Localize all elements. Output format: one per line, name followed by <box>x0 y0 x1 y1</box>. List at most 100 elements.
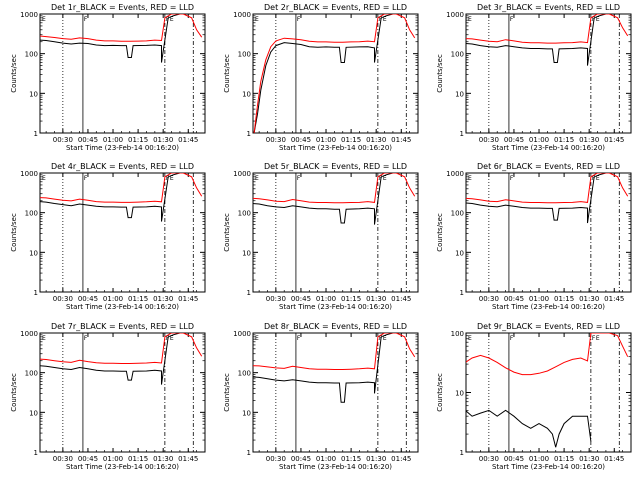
panel-title: Det 5r_BLACK = Events, RED = LLD <box>264 162 407 171</box>
x-tick-label: 00:45 <box>291 295 311 303</box>
x-tick-label: 01:45 <box>178 136 198 144</box>
x-axis-label: Start Time (23-Feb-14 00:16:20) <box>66 303 179 311</box>
x-tick-label: 00:30 <box>266 136 286 144</box>
x-tick-label: 01:30 <box>366 136 386 144</box>
y-tick-label: 10 <box>242 249 251 257</box>
panel-title: Det 9r_BLACK = Events, RED = LLD <box>477 322 620 331</box>
plot-frame <box>465 172 632 293</box>
y-tick-label: 1 <box>460 130 464 138</box>
x-tick-label: 01:30 <box>153 455 173 463</box>
y-tick-label: 1000 <box>446 11 464 19</box>
x-tick-label: 01:00 <box>103 136 123 144</box>
y-tick-label: 10 <box>455 390 464 398</box>
y-tick-label: 10 <box>242 409 251 417</box>
y-tick-label: 1000 <box>233 170 251 178</box>
panel-9: Det 9r_BLACK = Events, RED = LLD 1 10 100 00… <box>436 322 632 471</box>
x-tick-label: 01:15 <box>128 136 148 144</box>
y-tick-label: 10 <box>29 409 38 417</box>
y-tick-label: 100 <box>238 210 251 218</box>
x-tick-label: 00:45 <box>78 295 98 303</box>
x-axis-label: Start Time (23-Feb-14 00:16:20) <box>492 303 605 311</box>
x-tick-label: 01:15 <box>341 455 361 463</box>
x-tick-label: 01:45 <box>391 455 411 463</box>
y-tick-label: 100 <box>25 51 38 59</box>
y-axis-label: Counts/sec <box>436 373 444 412</box>
x-tick-label: 00:30 <box>53 455 73 463</box>
annotation-label: E <box>468 335 472 342</box>
y-axis-label: Counts/sec <box>10 213 18 252</box>
series-line-lld <box>253 173 416 204</box>
x-tick-label: 01:15 <box>554 455 574 463</box>
y-tick-label: 100 <box>25 210 38 218</box>
series-line-events <box>466 173 607 224</box>
x-tick-label: 01:00 <box>103 295 123 303</box>
series-line-events <box>40 173 181 222</box>
annotation-label: E <box>468 16 472 23</box>
x-tick-label: 01:00 <box>103 455 123 463</box>
plot-frame <box>252 332 419 453</box>
annotation-label: E <box>255 335 259 342</box>
plot-frame <box>39 332 206 453</box>
x-tick-label: 01:00 <box>316 136 336 144</box>
annotation-label: F <box>84 335 88 342</box>
x-tick-label: 01:15 <box>128 455 148 463</box>
y-tick-label: 1 <box>34 289 38 297</box>
x-tick-label: 01:30 <box>153 136 173 144</box>
y-tick-label: 10 <box>29 249 38 257</box>
x-tick-label: 00:45 <box>504 455 524 463</box>
x-tick-label: 01:00 <box>529 295 549 303</box>
panel-7: Det 7r_BLACK = Events, RED = LLD 1 10 100 10… <box>10 322 206 471</box>
annotation-label: E <box>170 175 174 182</box>
panel-title: Det 4r_BLACK = Events, RED = LLD <box>51 162 194 171</box>
x-tick-label: 01:45 <box>604 295 624 303</box>
annotation-label: E <box>383 16 387 23</box>
annotation-label: E <box>170 16 174 23</box>
series-line-lld <box>253 14 416 133</box>
x-tick-label: 01:45 <box>604 136 624 144</box>
annotation-label: E <box>596 175 600 182</box>
x-tick-label: 01:30 <box>366 455 386 463</box>
annotation-label: F <box>510 335 514 342</box>
x-tick-label: 01:45 <box>178 455 198 463</box>
annotation-label: F <box>510 175 514 182</box>
x-tick-label: 00:45 <box>291 136 311 144</box>
y-axis-label: Counts/sec <box>436 54 444 93</box>
annotation-label: E <box>42 335 46 342</box>
panel-title: Det 8r_BLACK = Events, RED = LLD <box>264 322 407 331</box>
x-tick-label: 00:45 <box>78 455 98 463</box>
x-tick-label: 01:15 <box>554 136 574 144</box>
y-tick-label: 10 <box>455 249 464 257</box>
x-tick-label: 01:45 <box>391 295 411 303</box>
annotation-label: F <box>297 175 301 182</box>
panel-title: Det 1r_BLACK = Events, RED = LLD <box>51 3 194 12</box>
x-tick-label: 01:30 <box>579 455 599 463</box>
y-tick-label: 1000 <box>233 11 251 19</box>
panel-title: Det 7r_BLACK = Events, RED = LLD <box>51 322 194 331</box>
panel-5: Det 5r_BLACK = Events, RED = LLD 1 10 100 10… <box>223 162 419 311</box>
y-axis-label: Counts/sec <box>223 213 231 252</box>
y-tick-label: 100 <box>451 51 464 59</box>
series-line-events <box>253 333 394 403</box>
series-line-events <box>40 14 181 63</box>
x-tick-label: 01:00 <box>529 455 549 463</box>
x-axis-label: Start Time (23-Feb-14 00:16:20) <box>279 144 392 152</box>
series-line-lld <box>40 173 203 203</box>
panel-8: Det 8r_BLACK = Events, RED = LLD 1 10 100 10… <box>223 322 419 471</box>
annotation-label: E <box>383 175 387 182</box>
series-line-lld <box>253 333 416 370</box>
x-tick-label: 00:30 <box>479 136 499 144</box>
y-tick-label: 100 <box>25 370 38 378</box>
x-tick-label: 00:30 <box>53 295 73 303</box>
x-tick-label: 00:45 <box>78 136 98 144</box>
y-tick-label: 10 <box>242 90 251 98</box>
y-tick-label: 100 <box>238 51 251 59</box>
x-tick-label: 01:45 <box>604 455 624 463</box>
series-line-events <box>253 173 394 225</box>
x-axis-label: Start Time (23-Feb-14 00:16:20) <box>66 144 179 152</box>
series-line-lld <box>466 333 629 376</box>
y-axis-label: Counts/sec <box>223 54 231 93</box>
x-tick-label: 00:30 <box>53 136 73 144</box>
panel-2: Det 2r_BLACK = Events, RED = LLD 1 10 100 10… <box>223 3 419 152</box>
y-tick-label: 1 <box>247 449 251 457</box>
annotation-label: E <box>596 335 600 342</box>
